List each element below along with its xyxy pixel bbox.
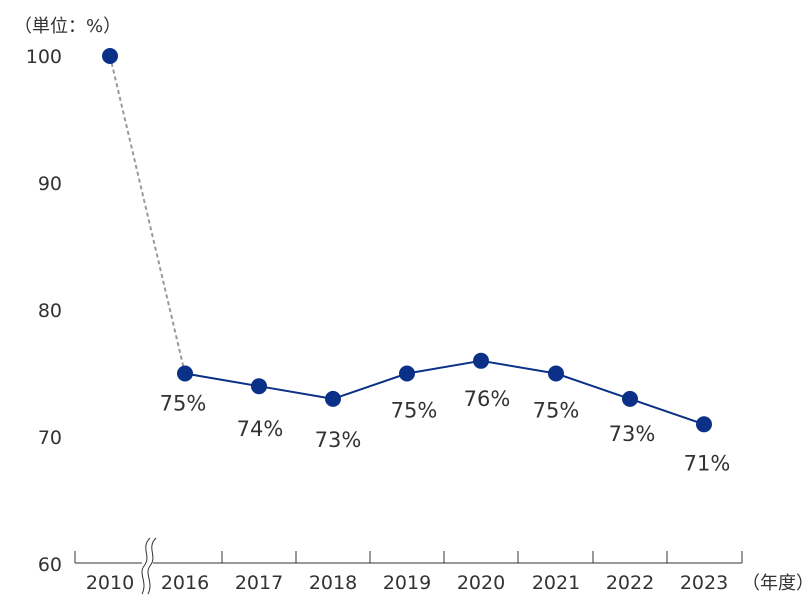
x-unit-label: （年度） xyxy=(742,573,802,594)
axis-break-mark xyxy=(141,537,151,595)
data-point xyxy=(177,365,193,382)
data-point xyxy=(325,390,341,407)
data-label: 75% xyxy=(160,392,207,416)
axis-break-mark xyxy=(147,537,157,595)
data-point xyxy=(622,390,638,407)
axis-break-gap xyxy=(142,560,153,566)
x-tick-label: 2019 xyxy=(383,572,431,594)
x-tick-label: 2010 xyxy=(86,572,134,594)
series-segment xyxy=(555,372,631,400)
data-label: 75% xyxy=(533,399,580,423)
series-segment xyxy=(184,372,260,388)
y-tick-label: 60 xyxy=(38,554,62,576)
data-label: 76% xyxy=(464,387,511,411)
y-unit-label: （単位：%） xyxy=(14,16,121,37)
data-point xyxy=(548,365,564,382)
x-tick-label: 2023 xyxy=(680,572,728,594)
series-segment xyxy=(406,359,482,375)
x-tick-label: 2016 xyxy=(161,572,209,594)
data-point xyxy=(102,48,118,64)
series-segment xyxy=(258,385,334,400)
x-axis: 2010 2016 2017 2018 2019 2020 2021 2022 2023 xyxy=(74,537,743,595)
data-label: 71% xyxy=(684,451,731,475)
data-labels: 75% 74% 73% 75% 76% 75% 73% 71% xyxy=(160,387,731,476)
series-segment-dashed xyxy=(109,55,186,374)
series-segment xyxy=(480,359,557,375)
data-label: 73% xyxy=(609,422,656,446)
x-tick-label: 2018 xyxy=(309,572,357,594)
series-lines xyxy=(109,55,705,426)
y-tick-label: 80 xyxy=(38,300,62,322)
data-point xyxy=(251,378,267,395)
series-points xyxy=(102,48,712,433)
series-segment xyxy=(629,397,705,426)
y-tick-label: 90 xyxy=(38,173,62,195)
y-tick-label: 100 xyxy=(26,46,62,68)
x-tick-label: 2022 xyxy=(606,572,654,594)
series-segment xyxy=(332,372,408,400)
data-label: 74% xyxy=(237,417,284,441)
data-point xyxy=(696,416,712,433)
data-point xyxy=(473,352,489,369)
x-tick-label: 2020 xyxy=(457,572,505,594)
x-tick-label: 2017 xyxy=(235,572,283,594)
y-tick-label: 70 xyxy=(38,427,62,449)
data-label: 75% xyxy=(391,399,438,423)
data-label: 73% xyxy=(315,428,362,452)
data-point xyxy=(399,365,415,382)
x-tick-label: 2021 xyxy=(532,572,580,594)
y-axis-ticks: 100 90 80 70 60 xyxy=(26,46,62,576)
